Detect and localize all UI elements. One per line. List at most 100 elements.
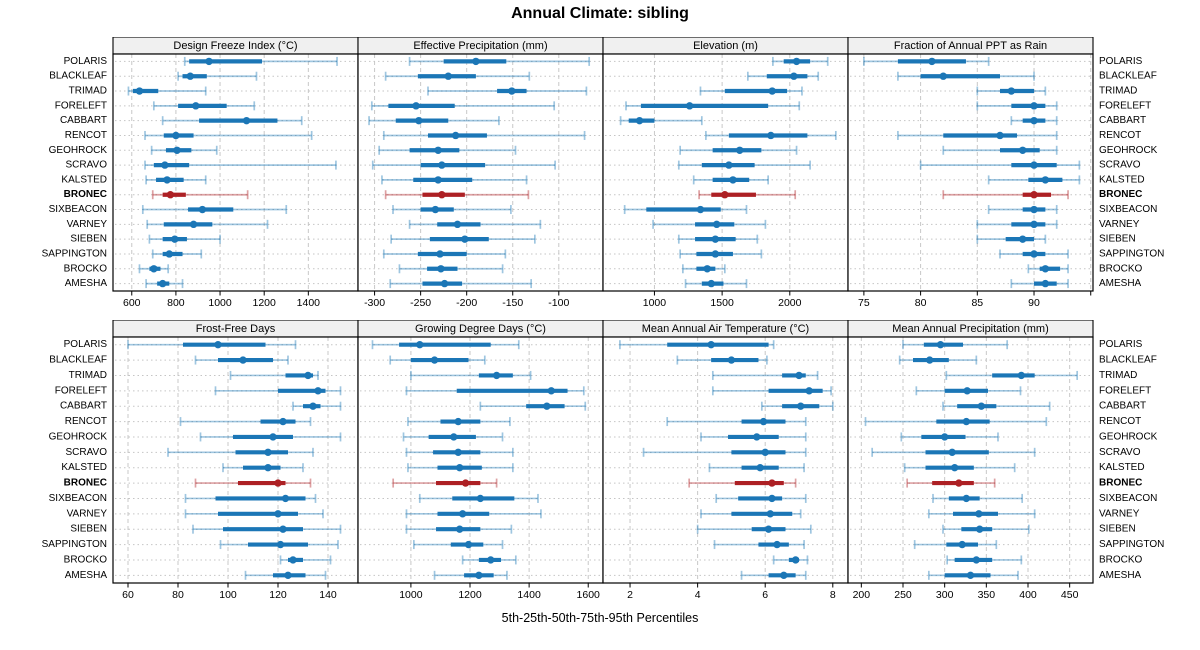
site-label-right: VARNEY (1099, 508, 1140, 519)
median-dot (461, 235, 469, 243)
panel-background (848, 337, 1093, 583)
site-label-left: RENCOT (65, 416, 107, 427)
median-dot (936, 340, 945, 349)
median-dot (963, 387, 971, 395)
site-label-right: SAPPINGTON (1099, 248, 1164, 259)
axis-tick-label: 60 (122, 589, 134, 601)
site-label-right: BROCKO (1099, 554, 1143, 565)
site-label-left: SIEBEN (70, 234, 107, 245)
median-dot (172, 131, 180, 140)
median-dot (962, 494, 971, 503)
site-label-right: SIEBEN (1099, 524, 1136, 535)
median-dot (721, 191, 729, 199)
site-label-left: SCRAVO (66, 160, 108, 171)
median-dot (214, 340, 222, 349)
median-dot (925, 356, 934, 364)
median-dot (975, 525, 984, 533)
median-dot (158, 279, 167, 288)
panel-background (603, 54, 848, 291)
site-label-left: BRONEC (64, 478, 107, 489)
median-dot (767, 131, 775, 140)
median-dot (171, 235, 179, 243)
median-dot (1030, 161, 1038, 169)
median-dot (476, 494, 485, 503)
median-dot (150, 265, 158, 273)
panel-background (113, 337, 358, 583)
median-dot (768, 87, 776, 95)
axis-tick-label: 2000 (778, 297, 802, 309)
panel-title: Elevation (m) (693, 40, 758, 52)
panel-title: Frost-Free Days (196, 323, 276, 335)
axis-tick-label: 1400 (517, 589, 541, 601)
axis-tick-label: -300 (364, 297, 385, 309)
axis-tick-label: 1200 (253, 297, 277, 309)
median-dot (454, 417, 462, 426)
median-dot (438, 161, 446, 169)
median-dot (192, 102, 200, 110)
site-label-left: SIXBEACON (49, 493, 107, 504)
median-dot (276, 540, 285, 549)
panel-background (603, 337, 848, 583)
median-dot (440, 279, 449, 288)
site-label-left: POLARIS (64, 56, 108, 67)
axis-tick-label: 1400 (297, 297, 321, 309)
median-dot (711, 235, 720, 243)
median-dot (1041, 279, 1050, 288)
axis-tick-label: 1000 (399, 589, 423, 601)
median-dot (189, 220, 198, 229)
site-label-left: POLARIS (64, 339, 108, 350)
site-label-right: TRIMAD (1099, 86, 1137, 97)
median-dot (759, 417, 768, 426)
median-dot (437, 265, 445, 273)
median-dot (939, 72, 947, 80)
median-dot (1041, 265, 1050, 273)
median-dot (711, 250, 720, 258)
axis-tick-label: 100 (219, 589, 237, 601)
median-dot (1041, 176, 1050, 184)
panel-background (848, 54, 1093, 291)
trellis-row-1: POLARIS POLARIS BLACKLEAF BLACKLEAF TRIMAD TR… (42, 320, 1164, 601)
median-dot (186, 72, 194, 80)
site-label-right: VARNEY (1099, 219, 1140, 230)
axis-tick-label: 120 (269, 589, 287, 601)
median-dot (761, 448, 769, 457)
chart-title: Annual Climate: sibling (511, 5, 689, 22)
site-label-left: AMESHA (65, 278, 108, 289)
median-dot (475, 571, 483, 580)
site-label-right: FORELEFT (1099, 100, 1151, 111)
median-dot (492, 371, 501, 380)
panel-title: Effective Precipitation (mm) (413, 40, 547, 52)
site-label-right: KALSTED (1099, 462, 1145, 473)
median-dot (1030, 250, 1038, 258)
axis-tick-label: 1500 (710, 297, 734, 309)
median-dot (486, 556, 495, 564)
median-dot (205, 57, 213, 66)
median-dot (975, 510, 983, 518)
panel-title: Mean Annual Precipitation (mm) (892, 323, 1049, 335)
median-dot (163, 176, 171, 184)
median-dot (977, 402, 986, 410)
axis-tick-label: 1000 (643, 297, 667, 309)
median-dot (707, 340, 715, 349)
site-label-left: BROCKO (64, 554, 108, 565)
median-dot (281, 494, 290, 503)
axis-tick-label: -100 (548, 297, 569, 309)
median-dot (279, 417, 287, 426)
axis-tick-label: -200 (456, 297, 477, 309)
median-dot (508, 87, 516, 95)
median-dot (472, 57, 480, 66)
median-dot (1030, 220, 1038, 229)
median-dot (289, 556, 297, 564)
median-dot (940, 433, 949, 441)
median-dot (431, 205, 440, 214)
site-label-right: BROCKO (1099, 263, 1143, 274)
median-dot (950, 463, 959, 472)
site-label-right: RENCOT (1099, 416, 1141, 427)
axis-tick-label: 450 (1061, 589, 1079, 601)
axis-tick-label: 800 (167, 297, 185, 309)
median-dot (274, 479, 282, 487)
median-dot (453, 220, 462, 229)
median-dot (430, 356, 439, 364)
site-label-right: SCRAVO (1099, 160, 1141, 171)
median-dot (239, 356, 247, 364)
